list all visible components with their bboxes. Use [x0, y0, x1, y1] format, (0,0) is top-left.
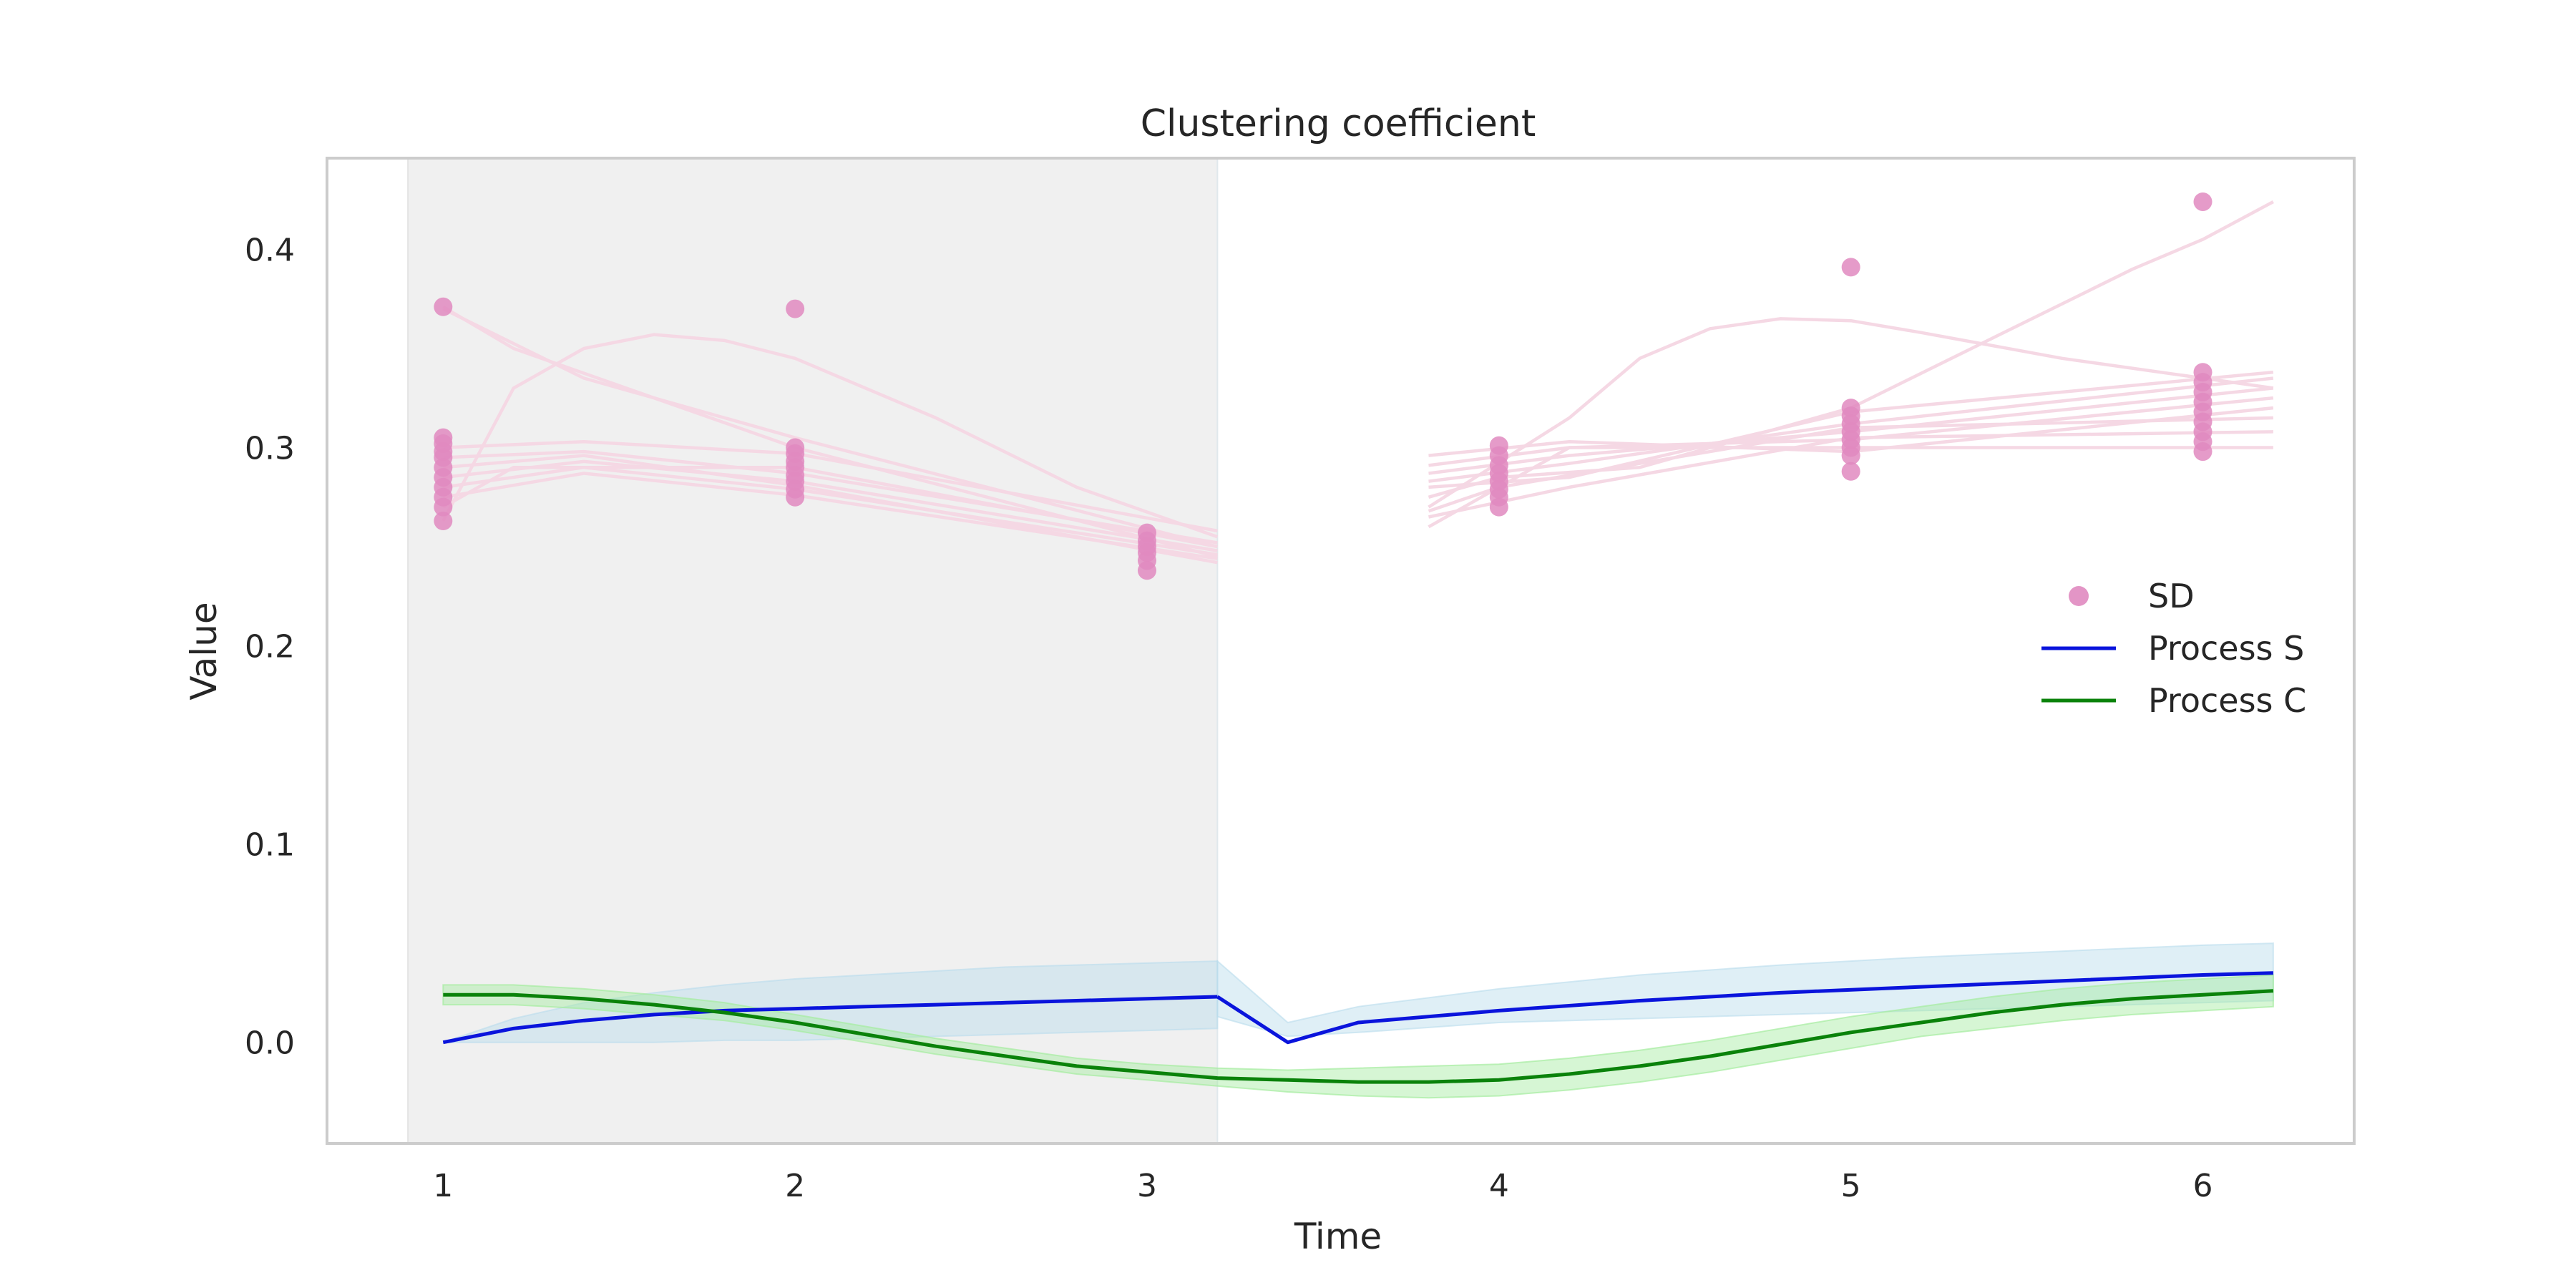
- sd-point: [1841, 446, 1860, 465]
- sd-trajectory-line: [441, 333, 1219, 539]
- x-tick-label: 2: [785, 1168, 805, 1204]
- axes: 1 2 3 4 5 6 0.0 0.1 0.2 0.3 0.4: [245, 157, 2356, 1204]
- legend-label: SD: [2148, 577, 2195, 615]
- sd-point: [786, 487, 805, 507]
- sd-point: [434, 512, 453, 531]
- axes-frame: [326, 157, 2356, 1145]
- sd-point: [2193, 442, 2212, 462]
- sd-trajectory-line: [442, 465, 1218, 557]
- process-c-line: [443, 989, 2274, 1084]
- sd-point: [1841, 258, 1860, 277]
- sd-point: [1137, 561, 1156, 580]
- plot-area: [407, 158, 2274, 1143]
- sd-point: [1841, 462, 1860, 481]
- sd-trajectory-line: [442, 472, 1218, 560]
- sd-point: [2193, 192, 2212, 211]
- process-c-confidence-band: [442, 974, 2274, 1099]
- shaded-region: [408, 158, 1218, 1143]
- legend-label: Process S: [2148, 629, 2304, 668]
- legend-marker-sd: [2069, 586, 2089, 606]
- sd-trajectory-line: [443, 449, 1218, 545]
- y-tick-label: 0.2: [245, 629, 295, 665]
- chart-title: Clustering coefficient: [1141, 102, 1536, 145]
- x-tick-label: 4: [1489, 1168, 1509, 1204]
- sd-point: [786, 299, 805, 318]
- y-tick-label: 0.0: [245, 1025, 295, 1062]
- x-axis-title: Time: [1294, 1216, 1382, 1257]
- sd-trajectory-line: [443, 454, 1218, 565]
- sd-trajectory-line: [443, 439, 1218, 533]
- legend-label: Process C: [2148, 681, 2306, 720]
- x-tick-label: 6: [2193, 1168, 2213, 1204]
- y-tick-label: 0.4: [245, 232, 295, 268]
- sd-trajectory-line: [1428, 317, 2274, 509]
- sd-point: [434, 497, 453, 517]
- legend: SD Process S Process C: [2041, 577, 2306, 720]
- process-s-line: [442, 995, 1218, 1045]
- y-tick-label: 0.3: [245, 431, 295, 467]
- y-tick-label: 0.1: [245, 827, 295, 864]
- sd-point: [1489, 497, 1508, 517]
- x-tick-label: 1: [433, 1168, 453, 1204]
- y-axis-title: Value: [183, 602, 225, 700]
- x-tick-label: 5: [1841, 1168, 1861, 1204]
- process-s-line: [1216, 971, 2273, 1045]
- sd-trajectory-line: [1428, 200, 2274, 499]
- x-tick-label: 3: [1137, 1168, 1157, 1204]
- sd-point: [434, 297, 453, 316]
